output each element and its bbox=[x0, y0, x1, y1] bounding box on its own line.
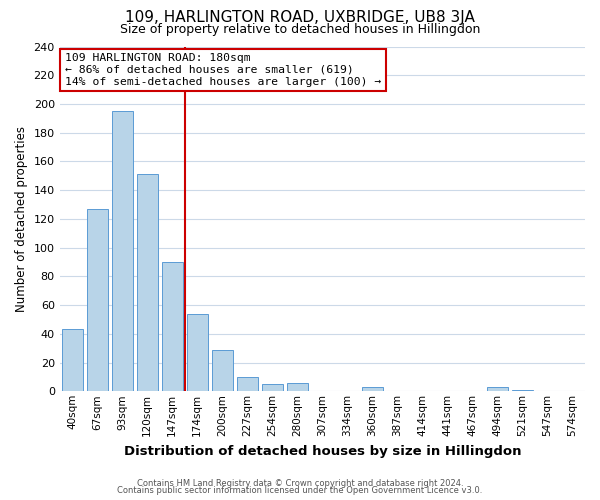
Bar bbox=[187, 314, 208, 392]
Bar bbox=[487, 387, 508, 392]
Bar bbox=[287, 382, 308, 392]
Bar bbox=[512, 390, 533, 392]
X-axis label: Distribution of detached houses by size in Hillingdon: Distribution of detached houses by size … bbox=[124, 444, 521, 458]
Text: Size of property relative to detached houses in Hillingdon: Size of property relative to detached ho… bbox=[120, 22, 480, 36]
Bar bbox=[112, 111, 133, 392]
Text: Contains public sector information licensed under the Open Government Licence v3: Contains public sector information licen… bbox=[118, 486, 482, 495]
Bar bbox=[137, 174, 158, 392]
Text: 109 HARLINGTON ROAD: 180sqm
← 86% of detached houses are smaller (619)
14% of se: 109 HARLINGTON ROAD: 180sqm ← 86% of det… bbox=[65, 54, 381, 86]
Y-axis label: Number of detached properties: Number of detached properties bbox=[15, 126, 28, 312]
Bar bbox=[86, 209, 108, 392]
Bar bbox=[262, 384, 283, 392]
Bar bbox=[362, 387, 383, 392]
Bar bbox=[161, 262, 183, 392]
Text: Contains HM Land Registry data © Crown copyright and database right 2024.: Contains HM Land Registry data © Crown c… bbox=[137, 478, 463, 488]
Bar bbox=[212, 350, 233, 392]
Bar bbox=[236, 377, 258, 392]
Bar bbox=[62, 330, 83, 392]
Text: 109, HARLINGTON ROAD, UXBRIDGE, UB8 3JA: 109, HARLINGTON ROAD, UXBRIDGE, UB8 3JA bbox=[125, 10, 475, 25]
